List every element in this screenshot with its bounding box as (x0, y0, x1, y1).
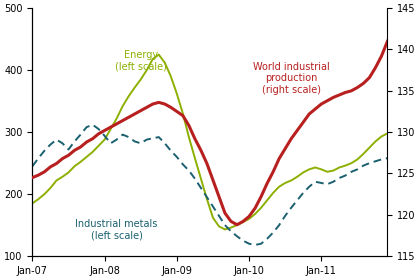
Text: World industrial
production
(right scale): World industrial production (right scale… (253, 62, 330, 95)
Text: Industrial metals
(left scale): Industrial metals (left scale) (76, 219, 158, 241)
Text: Energy
(left scale): Energy (left scale) (115, 50, 167, 71)
